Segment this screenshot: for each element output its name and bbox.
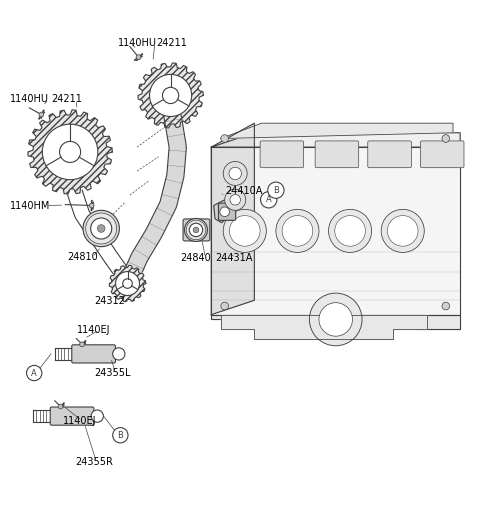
Text: 24840: 24840	[180, 253, 211, 263]
Circle shape	[116, 271, 140, 296]
Circle shape	[276, 210, 319, 253]
Circle shape	[282, 215, 313, 246]
Circle shape	[189, 223, 203, 237]
Circle shape	[328, 210, 372, 253]
Polygon shape	[211, 314, 460, 329]
FancyBboxPatch shape	[50, 407, 94, 425]
Text: 24355R: 24355R	[75, 457, 113, 467]
Text: 1140HM: 1140HM	[10, 201, 51, 211]
Circle shape	[113, 348, 125, 360]
Text: 1140HU: 1140HU	[10, 94, 49, 104]
Circle shape	[335, 215, 365, 246]
Text: 24410A: 24410A	[226, 186, 263, 196]
Text: B: B	[118, 431, 123, 440]
Circle shape	[42, 124, 98, 180]
Polygon shape	[211, 147, 460, 314]
Polygon shape	[122, 88, 186, 282]
Circle shape	[26, 365, 42, 381]
Polygon shape	[211, 123, 254, 314]
Text: A: A	[31, 368, 37, 377]
FancyBboxPatch shape	[183, 219, 210, 241]
FancyBboxPatch shape	[218, 203, 236, 221]
Text: 24211: 24211	[156, 38, 187, 48]
Circle shape	[220, 207, 229, 216]
FancyBboxPatch shape	[368, 141, 411, 168]
FancyBboxPatch shape	[420, 141, 464, 168]
Circle shape	[89, 203, 94, 208]
Circle shape	[387, 215, 418, 246]
Circle shape	[97, 225, 105, 232]
Polygon shape	[211, 133, 460, 147]
Circle shape	[223, 161, 247, 185]
Text: 24810: 24810	[68, 252, 98, 262]
FancyBboxPatch shape	[260, 141, 304, 168]
Text: 1140EJ: 1140EJ	[63, 416, 96, 426]
Circle shape	[442, 302, 450, 310]
Polygon shape	[221, 314, 427, 339]
Polygon shape	[28, 110, 112, 194]
Text: 24312: 24312	[94, 296, 125, 306]
Circle shape	[261, 192, 277, 208]
Circle shape	[319, 303, 352, 336]
Circle shape	[150, 74, 192, 116]
Circle shape	[268, 182, 284, 199]
Circle shape	[58, 404, 63, 409]
Text: 24431A: 24431A	[215, 253, 252, 263]
Circle shape	[123, 279, 132, 288]
Circle shape	[193, 227, 199, 233]
Text: B: B	[273, 185, 279, 195]
Circle shape	[223, 210, 266, 253]
Circle shape	[442, 135, 450, 143]
Text: 1140HU: 1140HU	[118, 38, 157, 48]
Polygon shape	[109, 265, 146, 302]
FancyBboxPatch shape	[72, 345, 116, 363]
Text: A: A	[266, 195, 272, 204]
Circle shape	[91, 218, 112, 239]
Polygon shape	[214, 200, 229, 223]
Circle shape	[229, 215, 260, 246]
FancyBboxPatch shape	[315, 141, 359, 168]
Circle shape	[225, 189, 246, 210]
Circle shape	[86, 213, 117, 244]
Circle shape	[221, 302, 228, 310]
Circle shape	[221, 135, 228, 143]
Circle shape	[184, 219, 207, 242]
Circle shape	[230, 194, 240, 205]
Circle shape	[60, 141, 81, 162]
Circle shape	[80, 342, 84, 347]
Text: 24211: 24211	[51, 94, 82, 104]
Circle shape	[310, 293, 362, 346]
Circle shape	[186, 220, 206, 239]
Circle shape	[83, 210, 120, 247]
Circle shape	[113, 428, 128, 443]
Text: 1140EJ: 1140EJ	[77, 325, 111, 335]
Circle shape	[39, 112, 44, 117]
Circle shape	[91, 410, 103, 422]
Circle shape	[162, 88, 179, 104]
Polygon shape	[138, 63, 203, 128]
Polygon shape	[221, 123, 453, 138]
Circle shape	[136, 55, 141, 60]
Circle shape	[381, 210, 424, 253]
Circle shape	[229, 167, 241, 180]
Text: 24355L: 24355L	[94, 368, 131, 378]
